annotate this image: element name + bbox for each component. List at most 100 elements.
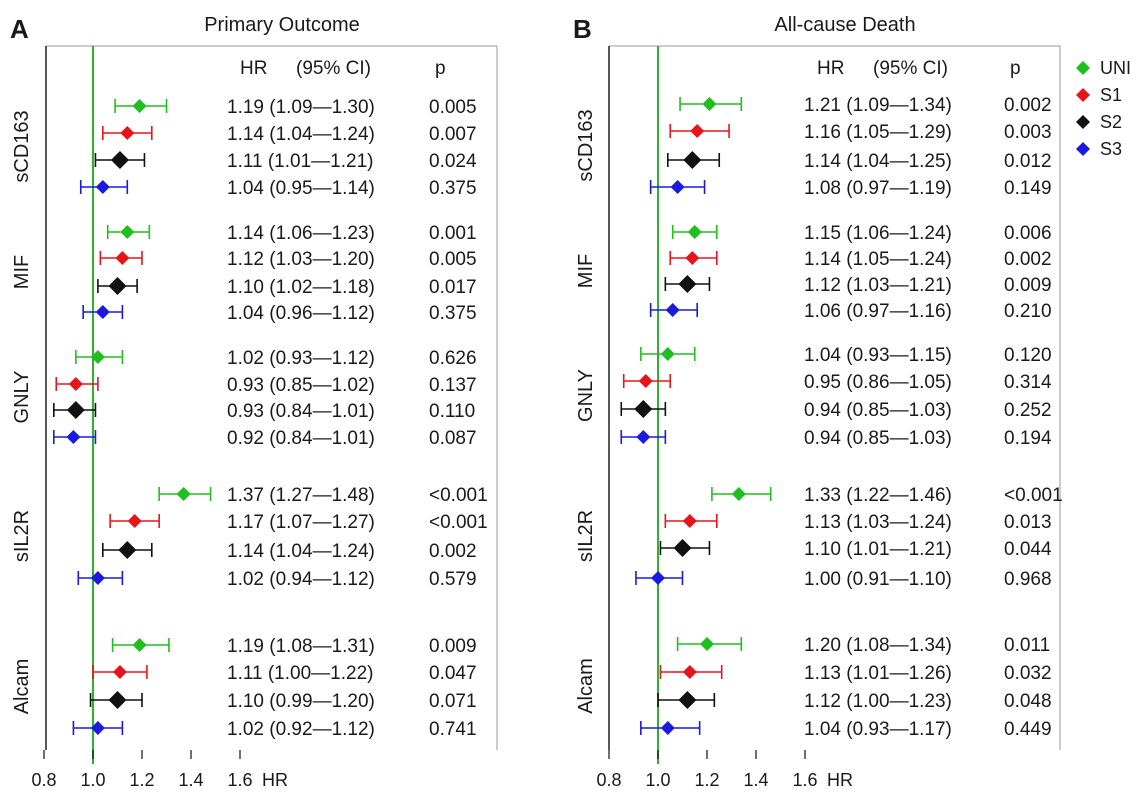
hr-ci-text: 1.13 (1.01—1.26) bbox=[804, 663, 952, 684]
biomarker-group-label: Alcam bbox=[575, 658, 597, 714]
hr-ci-text: 1.00 (0.91—1.10) bbox=[804, 569, 952, 590]
hr-point-marker bbox=[132, 638, 147, 652]
column-header-hr: HR bbox=[817, 58, 844, 79]
biomarker-group-label: sIL2R bbox=[11, 510, 33, 562]
hr-ci-text: 0.94 (0.85—1.03) bbox=[804, 400, 952, 421]
hr-ci-text: 0.93 (0.85—1.02) bbox=[227, 375, 375, 396]
legend-label: S3 bbox=[1100, 139, 1122, 159]
p-value-text: 0.375 bbox=[429, 178, 477, 199]
p-value-text: 0.013 bbox=[1004, 512, 1052, 533]
hr-ci-text: 1.19 (1.09—1.30) bbox=[227, 97, 375, 118]
hr-point-marker bbox=[682, 665, 697, 679]
p-value-text: <0.001 bbox=[1004, 485, 1063, 506]
hr-ci-text: 1.11 (1.00—1.22) bbox=[227, 663, 373, 684]
hr-ci-text: 1.04 (0.96—1.12) bbox=[227, 303, 375, 324]
p-value-text: 0.003 bbox=[1004, 122, 1052, 143]
hr-ci-text: 1.17 (1.07—1.27) bbox=[227, 512, 375, 533]
hr-point-marker bbox=[120, 126, 135, 140]
hr-point-marker bbox=[700, 637, 714, 651]
p-value-text: 0.002 bbox=[429, 541, 477, 562]
column-header-ci: (95% CI) bbox=[296, 58, 371, 79]
biomarker-group-label: GNLY bbox=[575, 369, 597, 422]
biomarker-group-label: Alcam bbox=[11, 659, 33, 715]
legend-marker bbox=[1076, 61, 1090, 75]
column-header-hr: HR bbox=[240, 58, 267, 79]
hr-point-marker bbox=[731, 487, 746, 501]
legend-label: S1 bbox=[1100, 85, 1122, 105]
hr-point-marker bbox=[690, 124, 705, 138]
hr-ci-text: 1.12 (1.00—1.23) bbox=[804, 691, 952, 712]
p-value-text: 0.252 bbox=[1004, 400, 1052, 421]
hr-ci-text: 1.20 (1.08—1.34) bbox=[804, 635, 952, 656]
panel-title: All-cause Death bbox=[774, 14, 915, 36]
p-value-text: 0.012 bbox=[1004, 151, 1052, 172]
hr-point-marker bbox=[112, 665, 127, 679]
hr-point-marker bbox=[66, 401, 85, 419]
p-value-text: 0.011 bbox=[1004, 635, 1050, 656]
hr-point-marker bbox=[678, 275, 697, 293]
column-header-ci: (95% CI) bbox=[873, 58, 948, 79]
hr-point-marker bbox=[678, 691, 697, 709]
hr-ci-text: 1.13 (1.03—1.24) bbox=[804, 512, 952, 533]
p-value-text: 0.626 bbox=[429, 348, 477, 369]
p-value-text: 0.002 bbox=[1004, 95, 1052, 116]
p-value-text: 0.210 bbox=[1004, 301, 1052, 322]
hr-point-marker bbox=[108, 277, 127, 295]
legend-marker bbox=[1076, 142, 1090, 156]
x-axis-label: HR bbox=[262, 770, 288, 790]
hr-ci-text: 0.95 (0.86—1.05) bbox=[804, 372, 952, 393]
hr-point-marker bbox=[682, 514, 697, 528]
legend-marker bbox=[1076, 88, 1090, 102]
hr-point-marker bbox=[90, 350, 105, 364]
hr-ci-text: 1.04 (0.95—1.14) bbox=[227, 178, 375, 199]
p-value-text: 0.120 bbox=[1004, 345, 1052, 366]
hr-point-marker bbox=[120, 225, 135, 239]
hr-point-marker bbox=[90, 571, 105, 585]
hr-ci-text: 1.10 (1.01—1.21) bbox=[804, 539, 952, 560]
hr-ci-text: 1.14 (1.04—1.24) bbox=[227, 541, 375, 562]
p-value-text: 0.005 bbox=[429, 97, 477, 118]
column-header-p: p bbox=[1010, 58, 1021, 79]
hr-point-marker bbox=[127, 514, 142, 528]
hr-ci-text: 1.11 (1.01—1.21) bbox=[227, 151, 373, 172]
p-value-text: 0.194 bbox=[1004, 428, 1052, 449]
p-value-text: 0.007 bbox=[429, 124, 477, 145]
hr-point-marker bbox=[638, 374, 653, 388]
hr-point-marker bbox=[95, 180, 110, 194]
hr-ci-text: 1.12 (1.03—1.20) bbox=[227, 249, 375, 270]
hr-ci-text: 1.02 (0.92—1.12) bbox=[227, 719, 375, 740]
p-value-text: 0.017 bbox=[429, 277, 477, 298]
hr-ci-text: 0.92 (0.84—1.01) bbox=[227, 428, 375, 449]
p-value-text: <0.001 bbox=[429, 485, 488, 506]
x-tick-label: 1.2 bbox=[129, 770, 154, 790]
legend-marker bbox=[1076, 115, 1090, 129]
p-value-text: 0.032 bbox=[1004, 663, 1052, 684]
hr-ci-text: 1.10 (1.02—1.18) bbox=[227, 277, 375, 298]
p-value-text: 0.005 bbox=[429, 249, 477, 270]
hr-ci-text: 1.06 (0.97—1.16) bbox=[804, 301, 952, 322]
x-axis-label: HR bbox=[827, 770, 853, 790]
hr-point-marker bbox=[636, 430, 651, 444]
hr-point-marker bbox=[634, 400, 653, 418]
p-value-text: 0.048 bbox=[1004, 691, 1052, 712]
p-value-text: 0.110 bbox=[429, 401, 475, 422]
hr-ci-text: 1.14 (1.04—1.25) bbox=[804, 151, 952, 172]
p-value-text: 0.001 bbox=[429, 223, 477, 244]
hr-point-marker bbox=[66, 430, 81, 444]
p-value-text: 0.047 bbox=[429, 663, 477, 684]
hr-point-marker bbox=[108, 691, 127, 709]
hr-point-marker bbox=[673, 539, 692, 557]
hr-point-marker bbox=[687, 225, 702, 239]
x-tick-label: 1.6 bbox=[792, 770, 817, 790]
hr-ci-text: 1.33 (1.22—1.46) bbox=[804, 485, 952, 506]
hr-ci-text: 0.94 (0.85—1.03) bbox=[804, 428, 952, 449]
hr-ci-text: 1.19 (1.08—1.31) bbox=[227, 636, 375, 657]
p-value-text: 0.002 bbox=[1004, 249, 1052, 270]
x-tick-label: 1.0 bbox=[80, 770, 105, 790]
hr-point-marker bbox=[110, 151, 129, 169]
hr-point-marker bbox=[665, 303, 680, 317]
p-value-text: 0.968 bbox=[1004, 569, 1052, 590]
hr-ci-text: 1.04 (0.93—1.17) bbox=[804, 719, 952, 740]
